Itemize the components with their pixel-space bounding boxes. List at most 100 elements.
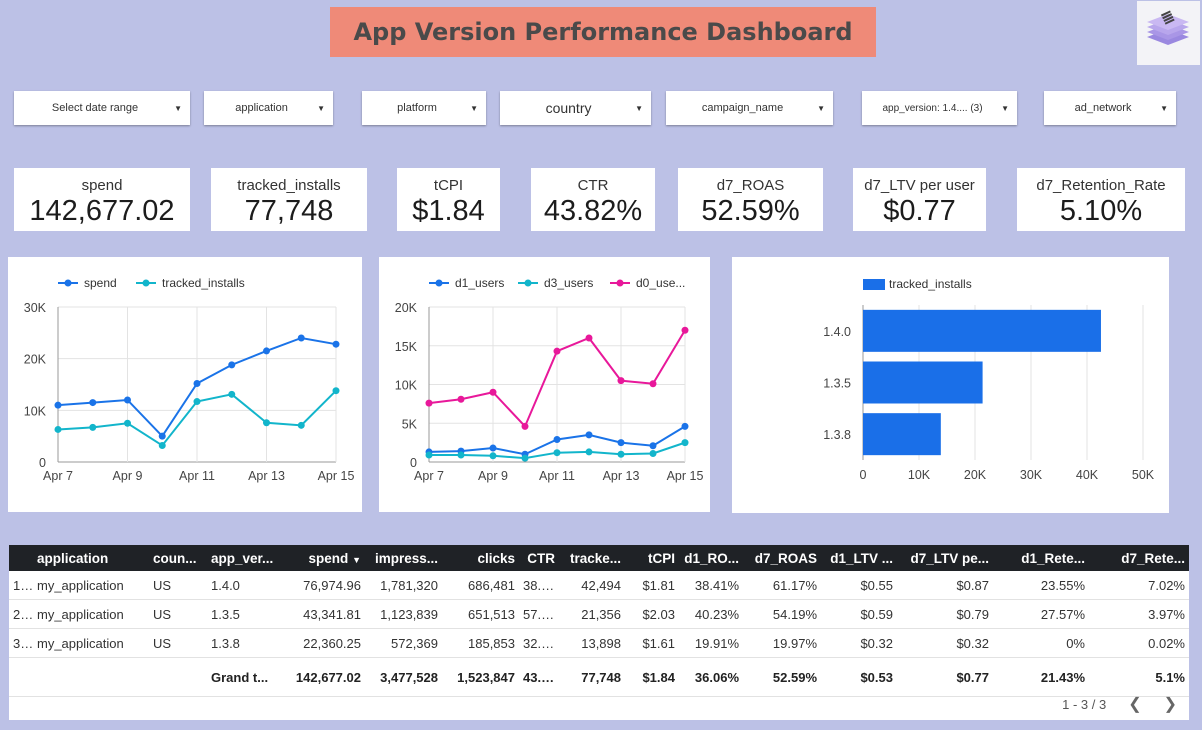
chart-panel-installs-by-version: 0 10K 20K 30K 40K 50K 1.4.0 1.3.5 1.3.8 tracked_i… <box>732 257 1169 513</box>
header-d1-ltv[interactable]: d1_LTV ... <box>830 550 893 566</box>
legend-marker <box>142 279 150 287</box>
legend-marker <box>524 279 532 287</box>
chart-panel-users: 0 5K 10K 15K 20K Apr 7 Apr 9 Apr 11 Apr 13 Apr 15… <box>379 257 710 512</box>
total-cell: 36.06% <box>679 657 743 697</box>
data-point <box>332 387 340 395</box>
legend-marker <box>435 279 443 287</box>
table-cell: US <box>149 571 207 600</box>
table-row[interactable]: 2... my_application US 1.3.5 43,341.81 1,123,… <box>9 599 1189 629</box>
kpi-label: d7_LTV per user <box>864 177 975 194</box>
kpi-label: d7_ROAS <box>716 177 785 194</box>
table-cell: 19.91% <box>679 628 743 658</box>
table-cell: US <box>149 628 207 658</box>
platform-filter[interactable]: platform ▼ <box>362 91 486 125</box>
campaign-name-filter[interactable]: campaign_name ▼ <box>666 91 833 125</box>
kpi-d7-roas: d7_ROAS 52.59% <box>678 168 823 231</box>
header-clicks[interactable]: clicks <box>477 550 515 566</box>
chevron-right-icon[interactable]: ❯ <box>1163 696 1177 713</box>
date-range-filter[interactable]: Select date range ▼ <box>14 91 190 125</box>
table-cell: 40.23% <box>679 599 743 629</box>
x-tick-label: Apr 7 <box>414 469 444 483</box>
header-d1-roas[interactable]: d1_RO... <box>684 550 739 566</box>
kpi-tcpi: tCPI $1.84 <box>397 168 500 231</box>
data-point <box>649 449 657 457</box>
y-category-label: 1.4.0 <box>823 325 851 339</box>
table-cell: $0.79 <box>897 599 993 629</box>
legend-label: d0_use... <box>636 276 685 290</box>
header-d7-ltv[interactable]: d7_LTV pe... <box>910 550 989 566</box>
kpi-label: tCPI <box>433 177 464 194</box>
kpi-ctr: CTR 43.82% <box>531 168 655 231</box>
stack-logo-icon <box>1147 10 1189 45</box>
legend-label: d3_users <box>544 276 593 290</box>
total-cell: 77,748 <box>559 657 625 697</box>
pagination: 1 - 3 / 3 ❮ ❯ <box>1062 694 1177 714</box>
table-cell: 3.97% <box>1089 599 1189 629</box>
table-cell: 1.3.8 <box>207 628 285 658</box>
table-cell: $2.03 <box>625 599 679 629</box>
y-tick-label: 0 <box>39 456 46 470</box>
installs-by-version-bar-chart: 0 10K 20K 30K 40K 50K 1.4.0 1.3.5 1.3.8 tracked_i… <box>823 277 1155 482</box>
table-cell: 23.55% <box>993 571 1089 600</box>
header-tcpi[interactable]: tCPI <box>648 550 675 566</box>
caret-down-icon: ▼ <box>635 103 643 113</box>
data-point <box>681 439 689 447</box>
total-cell: 1,523,847 <box>442 657 519 697</box>
table-row[interactable]: 1... my_application US 1.4.0 76,974.96 1,781,… <box>9 571 1189 600</box>
header-app-version[interactable]: app_ver... <box>211 550 274 566</box>
header-impressions[interactable]: impress... <box>374 550 438 566</box>
table-row[interactable]: 3... my_application US 1.3.8 22,360.25 572,36… <box>9 628 1189 658</box>
legend-swatch <box>863 279 885 290</box>
data-point <box>553 347 561 355</box>
data-point <box>553 449 561 457</box>
table-cell: $0.59 <box>821 599 897 629</box>
caret-down-icon: ▼ <box>317 103 325 113</box>
app-version-filter[interactable]: app_version: 1.4.... (3) ▼ <box>862 91 1017 125</box>
header-tracked[interactable]: tracke... <box>569 550 621 566</box>
y-tick-label: 0 <box>410 456 417 470</box>
table-cell: 7.02% <box>1089 571 1189 600</box>
y-tick-label: 30K <box>24 301 47 315</box>
header-country[interactable]: coun... <box>153 550 197 566</box>
table-cell: 651,513 <box>442 599 519 629</box>
platform-filter-label: platform <box>397 102 437 114</box>
total-cell: 52.59% <box>743 657 821 697</box>
data-point <box>297 421 305 429</box>
x-tick-label: 0 <box>860 468 867 482</box>
row-index: 3... <box>9 628 33 658</box>
data-point <box>158 441 166 449</box>
chevron-left-icon[interactable]: ❮ <box>1128 696 1142 713</box>
header-d1-retention[interactable]: d1_Rete... <box>1021 550 1085 566</box>
table-header-row: application coun... app_ver... spend ▼ i… <box>9 545 1189 571</box>
header-d7-retention[interactable]: d7_Rete... <box>1121 550 1185 566</box>
table-cell: 42,494 <box>559 571 625 600</box>
data-point <box>54 425 62 433</box>
kpi-tracked-installs: tracked_installs 77,748 <box>211 168 367 231</box>
header-application[interactable]: application <box>37 550 109 566</box>
kpi-value: $0.77 <box>883 195 956 227</box>
data-point <box>617 377 625 385</box>
country-filter-label: country <box>545 100 592 116</box>
total-cell: 5.1% <box>1089 657 1189 697</box>
application-filter-label: application <box>235 102 288 114</box>
header-ctr[interactable]: CTR <box>527 550 555 566</box>
caret-down-icon: ▼ <box>174 103 182 113</box>
table-cell: 0.02% <box>1089 628 1189 658</box>
campaign-name-filter-label: campaign_name <box>701 102 784 114</box>
table-cell: 27.57% <box>993 599 1089 629</box>
x-tick-label: 20K <box>964 468 987 482</box>
table-cell: 1.3.5 <box>207 599 285 629</box>
x-tick-label: Apr 13 <box>603 469 640 483</box>
row-index: 1... <box>9 571 33 600</box>
header-spend[interactable]: spend ▼ <box>285 545 365 571</box>
header-d7-roas[interactable]: d7_ROAS <box>754 550 817 566</box>
table-cell: 185,853 <box>442 628 519 658</box>
application-filter[interactable]: application ▼ <box>204 91 333 125</box>
x-tick-label: Apr 11 <box>539 469 575 483</box>
table-cell: 32.4... <box>519 628 559 658</box>
kpi-label: CTR <box>577 177 609 194</box>
ad-network-filter[interactable]: ad_network ▼ <box>1044 91 1176 125</box>
bar-1.3.8 <box>863 413 941 456</box>
data-point <box>489 388 497 396</box>
country-filter[interactable]: country ▼ <box>500 91 651 125</box>
